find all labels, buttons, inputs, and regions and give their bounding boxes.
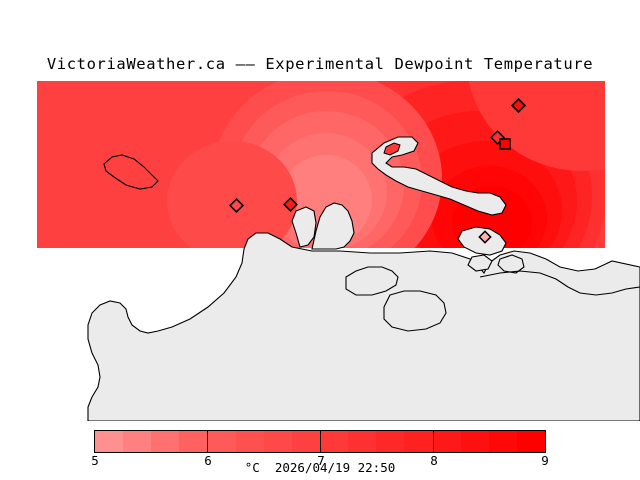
colorbar-segment <box>95 431 124 452</box>
coastline-layer <box>87 136 640 421</box>
station-marker[interactable] <box>229 198 244 213</box>
colorbar-segment <box>348 431 377 452</box>
colorbar-segment <box>263 431 292 452</box>
colorbar-segment <box>404 431 433 452</box>
cool-lobe-left <box>167 141 297 248</box>
page-title: VictoriaWeather.ca —— Experimental Dewpo… <box>46 55 594 73</box>
land-east-chain <box>457 226 507 256</box>
land-peninsula-central <box>311 202 355 250</box>
station-marker[interactable] <box>510 97 527 114</box>
square-icon[interactable] <box>499 138 511 150</box>
coastline-far-east <box>479 270 640 296</box>
land-island-mid <box>345 266 399 296</box>
station-marker-layer <box>229 97 527 244</box>
colorbar-segment <box>516 431 545 452</box>
land-east-isle-b <box>467 254 493 272</box>
station-marker[interactable] <box>478 230 492 244</box>
colorbar-tick-label: 6 <box>204 453 212 468</box>
colorbar-segment <box>488 431 517 452</box>
map-canvas <box>0 81 640 421</box>
diamond-icon[interactable] <box>283 197 298 212</box>
colorbar-tick-label: 8 <box>430 453 438 468</box>
colorbar-segment <box>179 431 208 452</box>
diamond-icon[interactable] <box>510 97 527 114</box>
colorbar-segment <box>432 431 461 452</box>
land-north-arm-notch <box>383 142 401 156</box>
land-mainland-south <box>87 232 640 421</box>
land-north-arm <box>371 136 507 216</box>
station-marker[interactable] <box>283 197 298 212</box>
colorbar-tick-label: 5 <box>91 453 99 468</box>
colorbar-tick <box>433 430 434 453</box>
land-island-southeast <box>383 290 447 332</box>
diamond-icon[interactable] <box>478 230 492 244</box>
colorbar-segment <box>291 431 320 452</box>
colorbar-segment <box>376 431 405 452</box>
colorbar-segment <box>207 431 236 452</box>
colorbar-caption: °C 2026/04/19 22:50 <box>244 460 396 475</box>
colorbar-segment <box>320 431 349 452</box>
colorbar-segment <box>123 431 152 452</box>
colorbar-segment <box>235 431 264 452</box>
diamond-icon[interactable] <box>229 198 244 213</box>
colorbar <box>94 430 546 453</box>
station-marker[interactable] <box>499 138 511 150</box>
land-east-isle-a <box>497 254 525 274</box>
colorbar-segment <box>460 431 489 452</box>
land-island-west <box>291 206 317 248</box>
colorbar-tick-label: 9 <box>541 453 549 468</box>
colorbar-tick-label: 7 <box>317 453 325 468</box>
land-crescent-island <box>103 154 159 190</box>
colorbar-tick <box>320 430 321 453</box>
colorbar-segment <box>151 431 180 452</box>
colorbar-tick <box>207 430 208 453</box>
